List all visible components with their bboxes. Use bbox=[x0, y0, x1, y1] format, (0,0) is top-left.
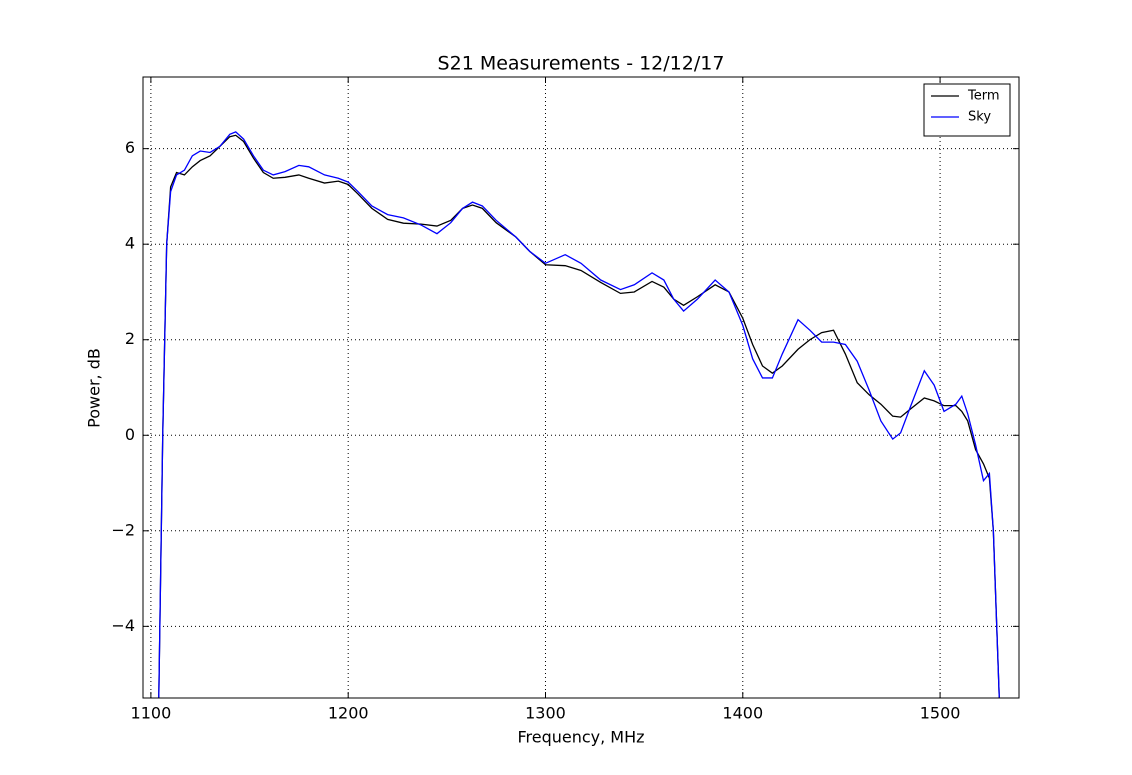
y-tick-label: 6 bbox=[125, 138, 135, 157]
plot-frame bbox=[142, 76, 1020, 699]
plot-lines bbox=[158, 131, 1000, 698]
y-tick-label: 4 bbox=[125, 234, 135, 253]
y-tick-label: 2 bbox=[125, 329, 135, 348]
legend: Term Sky bbox=[923, 83, 1011, 137]
x-axis-label: Frequency, MHz bbox=[517, 728, 644, 747]
x-tick-label: 1300 bbox=[525, 704, 566, 723]
y-tick-label: −4 bbox=[111, 616, 135, 635]
x-tick-label: 1200 bbox=[328, 704, 369, 723]
y-axis-label: Power, dB bbox=[85, 348, 104, 428]
series-line bbox=[158, 131, 1000, 698]
legend-label: Term bbox=[967, 89, 1000, 104]
y-tick-label: −2 bbox=[111, 520, 135, 539]
x-tick-label: 1100 bbox=[131, 704, 172, 723]
series-line bbox=[158, 134, 1000, 698]
legend-box bbox=[923, 83, 1011, 137]
y-tick-label: 0 bbox=[125, 425, 135, 444]
x-tick-label: 1500 bbox=[920, 704, 961, 723]
legend-label: Sky bbox=[968, 110, 991, 125]
x-tick-label: 1400 bbox=[722, 704, 763, 723]
chart-title: S21 Measurements - 12/12/17 bbox=[438, 53, 725, 75]
